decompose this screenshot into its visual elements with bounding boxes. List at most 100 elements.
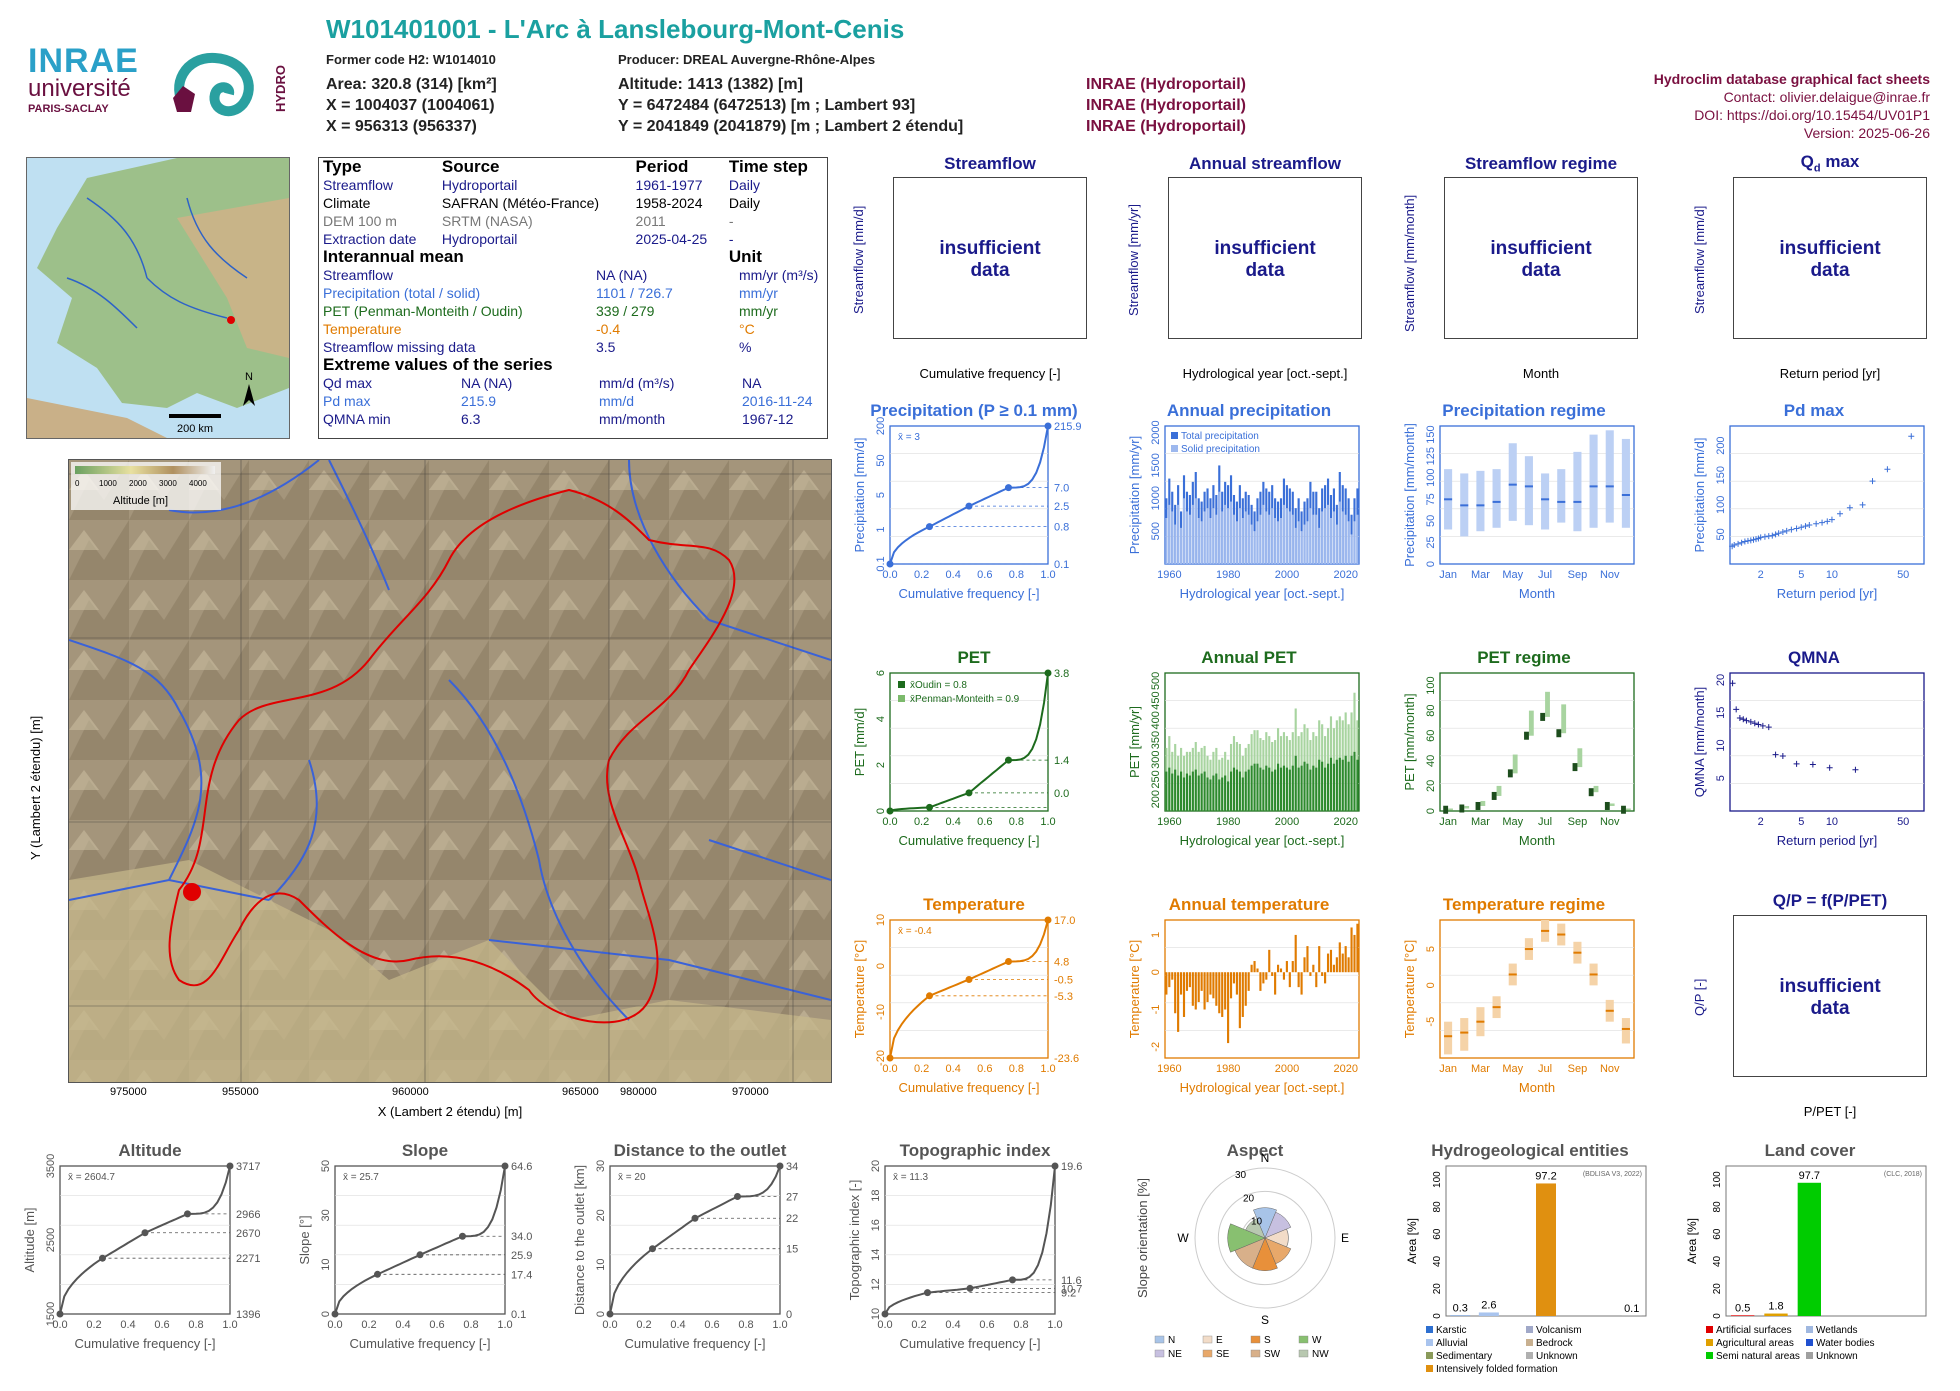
y-tick-label: 5	[875, 492, 887, 498]
compass-label: N	[1261, 1151, 1270, 1165]
source-note: (BDLISA V3, 2022)	[1583, 1171, 1642, 1178]
y-axis-label: Precipitation [mm/d]	[1692, 438, 1707, 553]
plot-frame	[610, 1166, 780, 1314]
legend-label: E	[1216, 1335, 1223, 1346]
quantile-value-label: 19.6	[1061, 1161, 1082, 1173]
quantile-point	[887, 561, 894, 568]
legend-label: NW	[1312, 1349, 1329, 1360]
y-tick-label: 0	[1425, 808, 1437, 814]
legend-label: Bedrock	[1536, 1338, 1574, 1349]
bar	[1350, 756, 1352, 811]
bar	[1253, 764, 1255, 811]
y-axis-label: Area [%]	[1685, 1218, 1699, 1264]
legend-label: x̄Penman-Monteith = 0.9	[910, 694, 1020, 705]
y-tick-label: 75	[1425, 493, 1437, 505]
legend-tick: 1000	[99, 479, 117, 488]
x-tick-label: 2000	[1275, 1063, 1299, 1075]
quantile-value-label: 34.0	[511, 1231, 532, 1243]
quantile-point	[966, 503, 973, 510]
bar	[1245, 772, 1247, 811]
bar	[1174, 972, 1176, 1013]
source-x: INRAE (Hydroportail)	[1086, 97, 1246, 115]
x-tick-label: Sep	[1568, 816, 1588, 828]
y-tick-label: 250	[1150, 770, 1162, 788]
bar	[1180, 528, 1182, 564]
quantile-value-label: 17.0	[1054, 915, 1075, 927]
quantile-value-label: -0.5	[1054, 974, 1073, 986]
plot-frame	[1726, 1166, 1926, 1316]
y-tick-label: 50	[1715, 528, 1727, 540]
bar	[1177, 776, 1179, 811]
y-axis-label: Precipitation [mm/yr]	[1127, 436, 1142, 554]
quantile-point	[649, 1245, 656, 1252]
quantile-point	[1009, 1276, 1016, 1283]
category-bar	[1798, 1183, 1821, 1316]
y-axis-label: Precipitation [mm/d]	[852, 438, 867, 553]
y-tick-label: 150	[1425, 425, 1437, 443]
x-tick-label: 2	[1758, 816, 1764, 828]
y-tick-label: 0.1	[875, 556, 887, 571]
legend-swatch	[1171, 432, 1178, 439]
mean-unit: mm/yr (m³/s)	[735, 266, 827, 284]
quantile-value-label: -5.3	[1054, 991, 1073, 1003]
quantile-value-label: 3717	[236, 1161, 260, 1173]
x-tick-label: 1980	[1216, 569, 1240, 581]
bar	[1251, 525, 1253, 564]
bar	[1236, 972, 1238, 994]
y-tick-label: 0	[1425, 982, 1437, 988]
pet-oudin-box	[1524, 732, 1529, 740]
legend-label: Intensively folded formation	[1436, 1364, 1558, 1375]
doi[interactable]: DOI: https://doi.org/10.15454/UV01P1	[1530, 106, 1930, 124]
y-tick-label: 20	[870, 1160, 882, 1172]
bar	[1280, 518, 1282, 564]
x-axis-label: Cumulative frequency [-]	[899, 1080, 1040, 1095]
legend-label: Sedimentary	[1436, 1351, 1492, 1362]
bar	[1292, 961, 1294, 972]
bar	[1321, 511, 1323, 564]
legend-label: S	[1264, 1335, 1271, 1346]
y-tick-label: 1500	[45, 1302, 57, 1326]
x-tick-label: May	[1502, 1063, 1523, 1075]
bar	[1274, 972, 1276, 994]
quantile-point	[502, 1163, 509, 1170]
bar	[1212, 972, 1214, 998]
bar	[1345, 756, 1347, 811]
hydro-swirl-icon	[165, 46, 290, 126]
bar	[1353, 521, 1355, 564]
chart-title: Annual precipitation	[1167, 401, 1331, 420]
area: Area: 320.8 (314) [km²]	[326, 76, 497, 94]
x-lambert2: X = 956313 (956337)	[326, 118, 477, 136]
bar	[1192, 972, 1194, 1006]
contact[interactable]: Contact: olivier.delaigue@inrae.fr	[1530, 88, 1930, 106]
y-tick-label: 100	[1425, 676, 1437, 694]
mean-name: Precipitation (total / solid)	[319, 284, 592, 302]
legend-label: SE	[1216, 1349, 1230, 1360]
y-axis-label: Topographic index [-]	[847, 1180, 862, 1301]
legend-label: Unknown	[1816, 1351, 1858, 1362]
x-tick-label: 2	[1758, 569, 1764, 581]
bar	[1330, 758, 1332, 811]
bar	[1221, 972, 1223, 1017]
bar	[1227, 781, 1229, 811]
y-tick-label: 450	[1150, 691, 1162, 709]
bar	[1233, 515, 1235, 564]
y-tick-label: 50	[875, 454, 887, 466]
extreme-date: 1967-12	[738, 410, 827, 428]
x-tick-label: 0.4	[395, 1319, 410, 1331]
mean-label: x̄ = -0.4	[898, 926, 932, 937]
y-tick-label: 0	[1712, 1313, 1723, 1319]
bar	[1303, 762, 1305, 811]
bar	[1339, 758, 1341, 811]
quantile-point	[1005, 958, 1012, 965]
bar	[1277, 764, 1279, 811]
x-tick-label: 10	[1826, 816, 1838, 828]
bar	[1301, 531, 1303, 564]
universite-wordmark: université	[28, 75, 148, 103]
x-tick: 980000	[620, 1086, 657, 1098]
